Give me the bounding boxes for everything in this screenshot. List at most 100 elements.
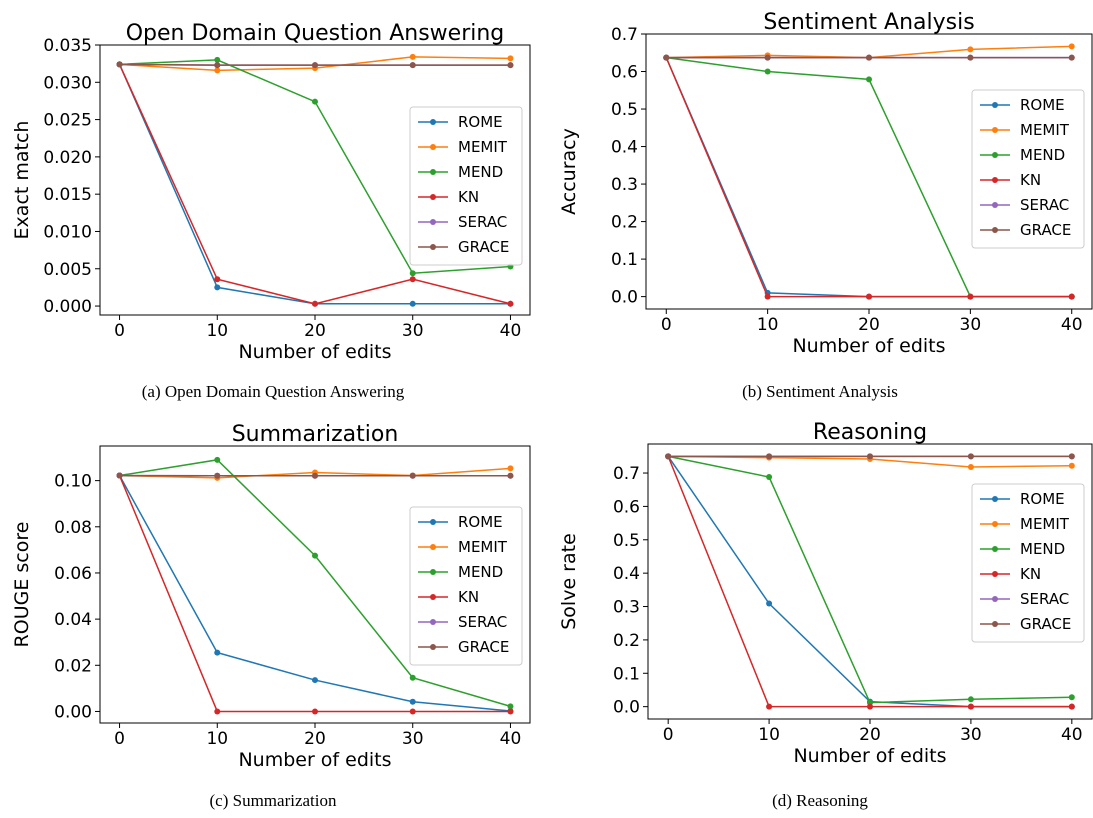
data-point-kn [409, 708, 416, 715]
y-tick-label: 0.08 [54, 518, 92, 538]
data-point-kn [507, 708, 514, 715]
legend-marker [992, 152, 998, 158]
legend-marker [430, 619, 436, 625]
legend-label: KN [458, 588, 479, 606]
x-tick-label: 10 [757, 315, 779, 335]
data-point-mend [866, 76, 872, 83]
x-tick-label: 30 [402, 321, 424, 341]
chart-panel-summarization: Summarization 0 10 20 30 40 0.00 0.02 0.04 0.06 0.… [0, 409, 546, 818]
legend-label: GRACE [458, 638, 509, 656]
y-axis-label-sentiment: Accuracy [558, 128, 580, 215]
chart-title-reasoning: Reasoning [813, 420, 927, 445]
y-tick-label: 0.06 [54, 564, 92, 584]
data-point-grace [312, 62, 318, 69]
data-point-memit [214, 67, 221, 74]
legend-label: MEND [1020, 540, 1065, 558]
data-point-grace [866, 54, 872, 61]
data-point-kn [214, 276, 221, 283]
chart-svg-qa: Open Domain Question Answering 0 10 20 30 40 0… [11, 21, 531, 363]
y-tick-label: 0.0 [613, 698, 640, 718]
legend-label: MEND [458, 163, 503, 181]
legend-label: ROME [458, 513, 503, 531]
data-point-grace [116, 61, 123, 68]
x-tick-label: 10 [206, 321, 228, 341]
legend-label: GRACE [1020, 221, 1071, 239]
data-point-grace [967, 453, 974, 460]
chart-svg-sentiment: Sentiment Analysis 0 10 20 30 40 0.0 0.1 0.2 0.3 0… [558, 10, 1093, 357]
y-tick-label: 0.7 [613, 464, 640, 484]
data-point-kn [764, 293, 771, 300]
data-point-grace [764, 54, 771, 61]
y-tick-label: 0.3 [613, 598, 640, 618]
data-point-memit [1068, 43, 1075, 50]
data-point-kn [866, 293, 872, 300]
data-point-mend [507, 703, 514, 710]
y-tick-label: 0.6 [613, 497, 640, 517]
y-tick-label: 0.6 [611, 63, 638, 83]
data-point-mend [766, 474, 773, 481]
x-axis-label-summarization: Number of edits [238, 749, 391, 771]
legend-marker [430, 119, 436, 125]
data-point-kn [766, 703, 773, 710]
data-point-kn [409, 276, 416, 283]
data-point-memit [967, 46, 974, 53]
data-point-kn [1068, 703, 1075, 710]
data-point-memit [1068, 462, 1075, 469]
data-point-mend [214, 456, 221, 463]
y-tick-label: 0.015 [43, 185, 92, 205]
x-tick-label: 0 [114, 321, 125, 341]
legend-qa: ROME MEMIT MEND KN SERAC GRACE [409, 106, 523, 266]
chart-panel-qa: Open Domain Question Answering 0 10 20 30 40 0… [0, 0, 546, 409]
legend-label: SERAC [1020, 196, 1069, 214]
data-point-kn [312, 300, 318, 307]
x-tick-label: 0 [663, 725, 674, 745]
y-tick-label: 0.030 [43, 73, 92, 93]
data-point-rome [214, 284, 221, 291]
legend-marker [430, 569, 436, 575]
legend-label: MEMIT [1020, 515, 1070, 533]
legend-summarization: ROME MEMIT MEND KN SERAC GRACE [409, 506, 523, 666]
y-tick-label: 0.5 [611, 100, 638, 120]
x-tick-label: 40 [1061, 725, 1083, 745]
data-point-grace [1068, 54, 1075, 61]
legend-reasoning: ROME MEMIT MEND KN SERAC GRACE [971, 483, 1085, 643]
data-point-grace [663, 54, 670, 61]
legend-label: KN [1020, 565, 1041, 583]
data-point-memit [507, 465, 514, 472]
legend-marker [992, 571, 998, 577]
data-point-memit [409, 53, 416, 60]
data-point-rome [214, 649, 221, 656]
x-axis-label-qa: Number of edits [238, 341, 391, 363]
data-point-grace [214, 472, 221, 479]
y-tick-label: 0.5 [613, 531, 640, 551]
legend-marker [992, 227, 998, 233]
y-tick-label: 0.000 [43, 297, 92, 317]
data-point-kn [967, 293, 974, 300]
legend-label: ROME [1020, 490, 1065, 508]
legend-marker [430, 219, 436, 225]
caption-sentiment: (b) Sentiment Analysis [742, 382, 898, 401]
legend-sentiment: ROME MEMIT MEND KN SERAC GRACE [971, 89, 1085, 249]
x-tick-label: 40 [500, 321, 522, 341]
data-point-mend [312, 552, 318, 559]
legend-label: MEND [1020, 146, 1065, 164]
data-point-kn [507, 300, 514, 307]
y-tick-label: 0.1 [611, 250, 638, 270]
legend-marker [992, 202, 998, 208]
data-point-grace [665, 453, 672, 460]
chart-panel-sentiment: Sentiment Analysis 0 10 20 30 40 0.0 0.1 0.2 0.3 0… [547, 0, 1093, 409]
x-tick-label: 30 [402, 729, 424, 749]
legend-marker [992, 546, 998, 552]
data-point-kn [867, 703, 873, 710]
legend-label: GRACE [1020, 615, 1071, 633]
legend-marker [430, 644, 436, 650]
x-tick-label: 40 [1061, 315, 1083, 335]
y-tick-label: 0.10 [54, 472, 92, 492]
x-axis-label-reasoning: Number of edits [793, 745, 946, 767]
legend-marker [430, 519, 436, 525]
data-point-kn [312, 708, 318, 715]
data-point-mend [764, 68, 771, 75]
data-point-grace [766, 453, 773, 460]
legend-marker [430, 244, 436, 250]
data-point-memit [507, 55, 514, 62]
